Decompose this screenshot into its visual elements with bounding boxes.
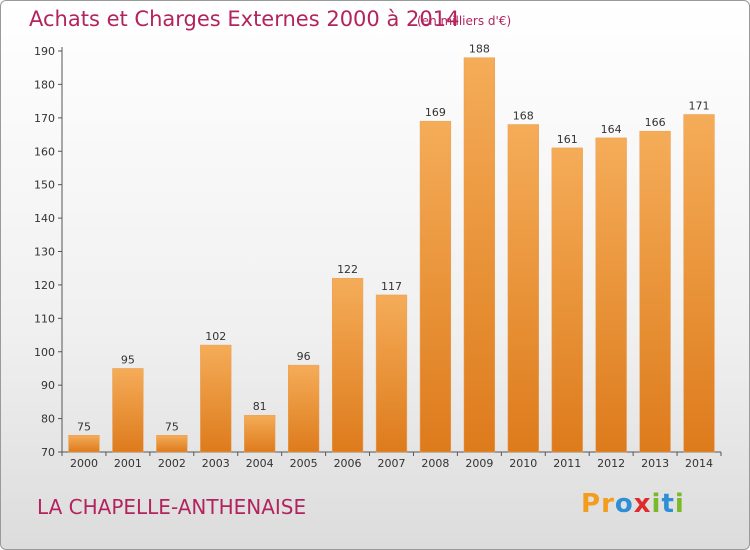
x-tick-label: 2002: [158, 457, 186, 470]
y-tick-label: 190: [34, 45, 55, 58]
logo-letter: x: [633, 489, 652, 519]
bar-value-label: 169: [425, 106, 446, 119]
bar-value-label: 117: [381, 280, 402, 293]
logo-letter: t: [661, 489, 675, 519]
chart-axes: 70 80 90 100 110 120 130 140 150 160 170 180 190: [34, 45, 722, 459]
y-tick-label: 160: [34, 145, 55, 158]
bar: [156, 435, 188, 453]
bar: [683, 114, 715, 453]
bar-value-label: 166: [645, 116, 666, 129]
bar: [507, 124, 539, 453]
y-tick-label: 130: [34, 246, 55, 259]
x-tick-label: 2008: [421, 457, 449, 470]
y-tick-label: 80: [41, 413, 55, 426]
bar-value-label: 95: [121, 353, 135, 366]
bar: [68, 435, 100, 453]
logo-letter: i: [674, 489, 685, 519]
logo-letter: i: [651, 489, 662, 519]
x-tick-label: 2014: [685, 457, 713, 470]
x-tick-label: 2000: [70, 457, 98, 470]
x-tick-label: 2009: [465, 457, 493, 470]
bar: [112, 368, 144, 453]
x-tick-label: 2013: [641, 457, 669, 470]
logo-letter: P: [581, 489, 602, 519]
y-tick-label: 180: [34, 78, 55, 91]
x-tick-label: 2012: [597, 457, 625, 470]
bar-value-label: 164: [601, 123, 622, 136]
proxiti-logo[interactable]: Proxiti: [581, 489, 685, 519]
chart-subtitle: (en milliers d'€): [417, 14, 512, 28]
bar: [375, 294, 408, 453]
logo-letter: r: [601, 489, 615, 519]
bar: [639, 130, 671, 453]
y-tick-label: 120: [34, 279, 55, 292]
x-tick-label: 2010: [509, 457, 537, 470]
chart-title: Achats et Charges Externes 2000 à 2014: [29, 7, 460, 31]
x-tick-label: 2007: [378, 457, 406, 470]
y-tick-label: 110: [34, 312, 55, 325]
bar: [419, 120, 452, 453]
y-tick-label: 90: [41, 379, 55, 392]
x-tick-label: 2006: [334, 457, 362, 470]
logo-letter: o: [614, 489, 634, 519]
bar: [288, 364, 320, 453]
bar: [551, 147, 583, 453]
bar: [200, 344, 232, 453]
x-tick-label: 2004: [246, 457, 274, 470]
commune-name: LA CHAPELLE-ANTHENAISE: [37, 495, 307, 519]
y-tick-label: 100: [34, 346, 55, 359]
y-tick-label: 140: [34, 212, 55, 225]
bar: [463, 57, 495, 453]
bar-value-label: 161: [557, 133, 578, 146]
x-tick-label: 2005: [290, 457, 318, 470]
bar-value-label: 75: [165, 420, 179, 433]
x-tick-label: 2001: [114, 457, 142, 470]
bar-value-label: 96: [297, 350, 311, 363]
chart-bars: [68, 57, 715, 453]
chart-labels: 2000 75 2001 95 2002 75 2003 102 2004 81 2005 96 200…: [70, 43, 713, 470]
bar-value-label: 122: [337, 263, 358, 276]
bar-value-label: 75: [77, 420, 91, 433]
bar-value-label: 188: [469, 43, 490, 56]
x-tick-label: 2003: [202, 457, 230, 470]
bar-value-label: 168: [513, 110, 534, 123]
y-tick-label: 150: [34, 179, 55, 192]
bar-value-label: 171: [689, 99, 710, 112]
y-tick-label: 170: [34, 112, 55, 125]
x-tick-label: 2011: [553, 457, 581, 470]
bar: [331, 277, 364, 453]
bar: [244, 414, 276, 453]
bar-value-label: 81: [253, 400, 267, 413]
bar-value-label: 102: [205, 330, 226, 343]
y-tick-label: 70: [41, 446, 55, 459]
bar: [595, 137, 627, 453]
